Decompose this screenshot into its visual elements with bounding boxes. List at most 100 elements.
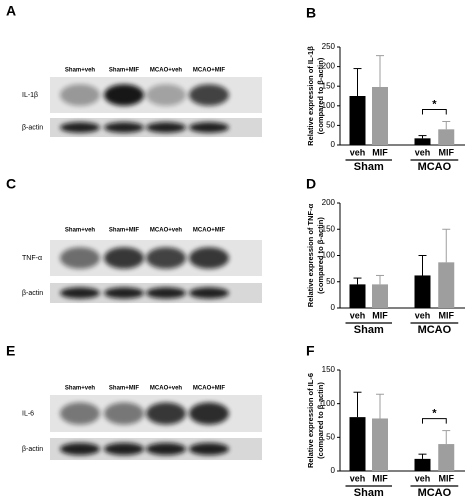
blot-band [104,402,144,425]
lane-label: MCAO+veh [150,386,183,392]
bar [372,418,388,471]
bar [438,444,455,471]
x-tick-label: MIF [439,473,455,483]
bar [372,86,388,145]
blot-band [60,287,100,299]
x-tick-label: MIF [439,310,455,320]
y-tick-label: 50 [326,277,335,286]
bar [414,275,431,308]
row-label: IL-1β [22,92,38,99]
group-label: Sham [354,161,384,173]
y-tick-label: 50 [326,432,335,441]
x-tick-label: MIF [372,310,388,320]
blot-band [60,122,100,133]
panel-letter: F [306,343,315,359]
lane-label: MCAO+MIF [193,68,226,74]
lane-label: Sham+veh [65,386,96,392]
y-tick-label: 0 [331,303,336,312]
panel-letter: D [306,176,316,192]
lane-label: MCAO+MIF [193,228,226,234]
bar [349,284,366,308]
blot-band [189,122,229,133]
y-axis-label: Relative expression of IL-1β [306,46,315,146]
y-axis-label: Relative expression of IL-6 [306,373,315,468]
y-tick-label: 0 [331,140,336,149]
y-tick-label: 100 [322,399,336,408]
row-label: β-actin [22,290,43,297]
lane-label: MCAO+veh [150,68,183,74]
bar [349,417,366,471]
row-label: β-actin [22,124,43,131]
lane-label: MCAO+veh [150,228,183,234]
group-label: MCAO [418,161,452,173]
lane-label: Sham+MIF [109,68,140,74]
y-tick-label: 0 [331,466,336,475]
blot-band [104,247,144,269]
x-tick-label: MIF [372,473,388,483]
y-tick-label: 150 [322,365,336,374]
blot-band [146,402,186,425]
bar [349,96,366,145]
blot-band [60,247,100,269]
lane-label: MCAO+MIF [193,386,226,392]
x-tick-label: MIF [439,147,455,157]
y-axis-label-note: (compared to β-actin) [316,57,325,134]
bar [414,138,431,145]
y-axis-label-note: (compared to β-actin) [316,382,325,459]
x-tick-label: veh [350,310,366,320]
row-label: β-actin [22,446,43,453]
lane-label: Sham+veh [65,68,96,74]
x-tick-label: veh [415,473,431,483]
x-tick-label: veh [350,147,366,157]
y-tick-label: 200 [322,198,336,207]
blot-band [189,84,229,106]
blot-band [146,122,186,133]
panel-letter: C [6,176,16,192]
significance-star: * [432,408,437,420]
x-tick-label: veh [350,473,366,483]
row-label: TNF-α [22,255,42,262]
panel-letter: E [6,343,15,359]
blot-band [189,442,229,456]
blot-band [189,287,229,299]
blot-band [104,442,144,456]
blot-band [146,84,186,106]
blot-band [189,402,229,425]
blot-band [60,442,100,456]
significance-bracket [422,418,447,424]
lane-label: Sham+veh [65,228,96,234]
x-tick-label: veh [415,147,431,157]
y-tick-label: 100 [322,101,336,110]
y-tick-label: 150 [322,81,336,90]
group-label: MCAO [418,487,452,497]
blot-band [189,247,229,269]
lane-label: Sham+MIF [109,228,140,234]
bar [414,458,431,471]
y-tick-label: 100 [322,251,336,260]
blot-band [146,442,186,456]
row-label: IL-6 [22,410,34,417]
y-axis-label: Relative expression of TNF-α [306,203,315,307]
x-tick-label: MIF [372,147,388,157]
blot-band [104,122,144,133]
significance-bracket [422,108,447,115]
panel-letter: B [306,5,316,21]
y-tick-label: 200 [322,62,336,71]
group-label: Sham [354,324,384,336]
blot-band [60,84,100,106]
blot-band [146,287,186,299]
blot-band [104,287,144,299]
bar [372,284,388,308]
y-tick-label: 250 [322,42,336,51]
x-tick-label: veh [415,310,431,320]
y-tick-label: 150 [322,224,336,233]
y-axis-label-note: (compared to β-actin) [316,217,325,294]
group-label: Sham [354,487,384,497]
bar [438,129,455,145]
group-label: MCAO [418,324,452,336]
blot-band [104,84,144,106]
blot-band [60,402,100,425]
bar [438,262,455,308]
y-tick-label: 50 [326,121,335,130]
